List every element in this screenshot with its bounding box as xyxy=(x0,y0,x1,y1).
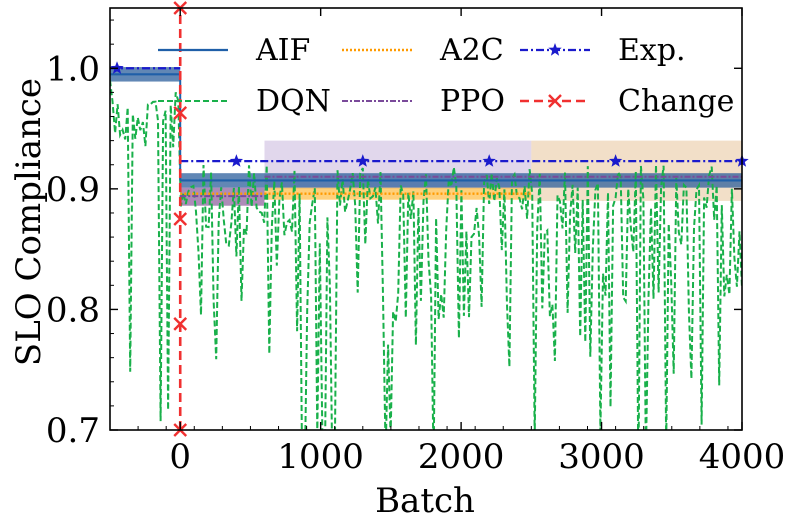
legend: AIF A2C Exp. DQN PPO Change xyxy=(158,33,734,119)
legend-label-a2c: A2C xyxy=(439,33,504,68)
change-marker-1 xyxy=(173,317,188,331)
x-tick-label-2: 2000 xyxy=(418,437,505,477)
x-tick-label-0: 0 xyxy=(169,437,191,477)
y-tick-label-2: 0.9 xyxy=(46,170,100,210)
dqn-line xyxy=(110,80,742,430)
legend-label-dqn: DQN xyxy=(256,84,331,119)
y-tick-label-1: 0.8 xyxy=(46,290,100,330)
y-tick-label-0: 0.7 xyxy=(46,411,100,451)
x-tick-label-3: 3000 xyxy=(558,437,645,477)
exp-marker-2 xyxy=(356,154,370,167)
plot-frame xyxy=(109,7,743,431)
change-marker-3 xyxy=(173,106,188,120)
x-axis-label: Batch xyxy=(375,481,475,521)
x-tick-label-1: 1000 xyxy=(277,437,364,477)
axis-ticks: 0 1000 2000 3000 4000 0.7 0.8 0.9 1.0 xyxy=(46,8,785,477)
exp-marker-3 xyxy=(482,154,496,167)
series-lines xyxy=(110,8,742,430)
x-tick-label-4: 4000 xyxy=(699,437,786,477)
exp-marker-1 xyxy=(229,154,244,167)
legend-label-change: Change xyxy=(618,84,734,119)
y-tick-label-3: 1.0 xyxy=(46,49,100,89)
exp-marker-4 xyxy=(608,154,623,167)
legend-label-exp: Exp. xyxy=(618,33,686,68)
legend-label-ppo: PPO xyxy=(440,84,505,119)
y-axis-label: SLO Compliance xyxy=(9,78,49,366)
legend-label-aif: AIF xyxy=(255,33,310,68)
change-marker-2 xyxy=(173,212,188,226)
